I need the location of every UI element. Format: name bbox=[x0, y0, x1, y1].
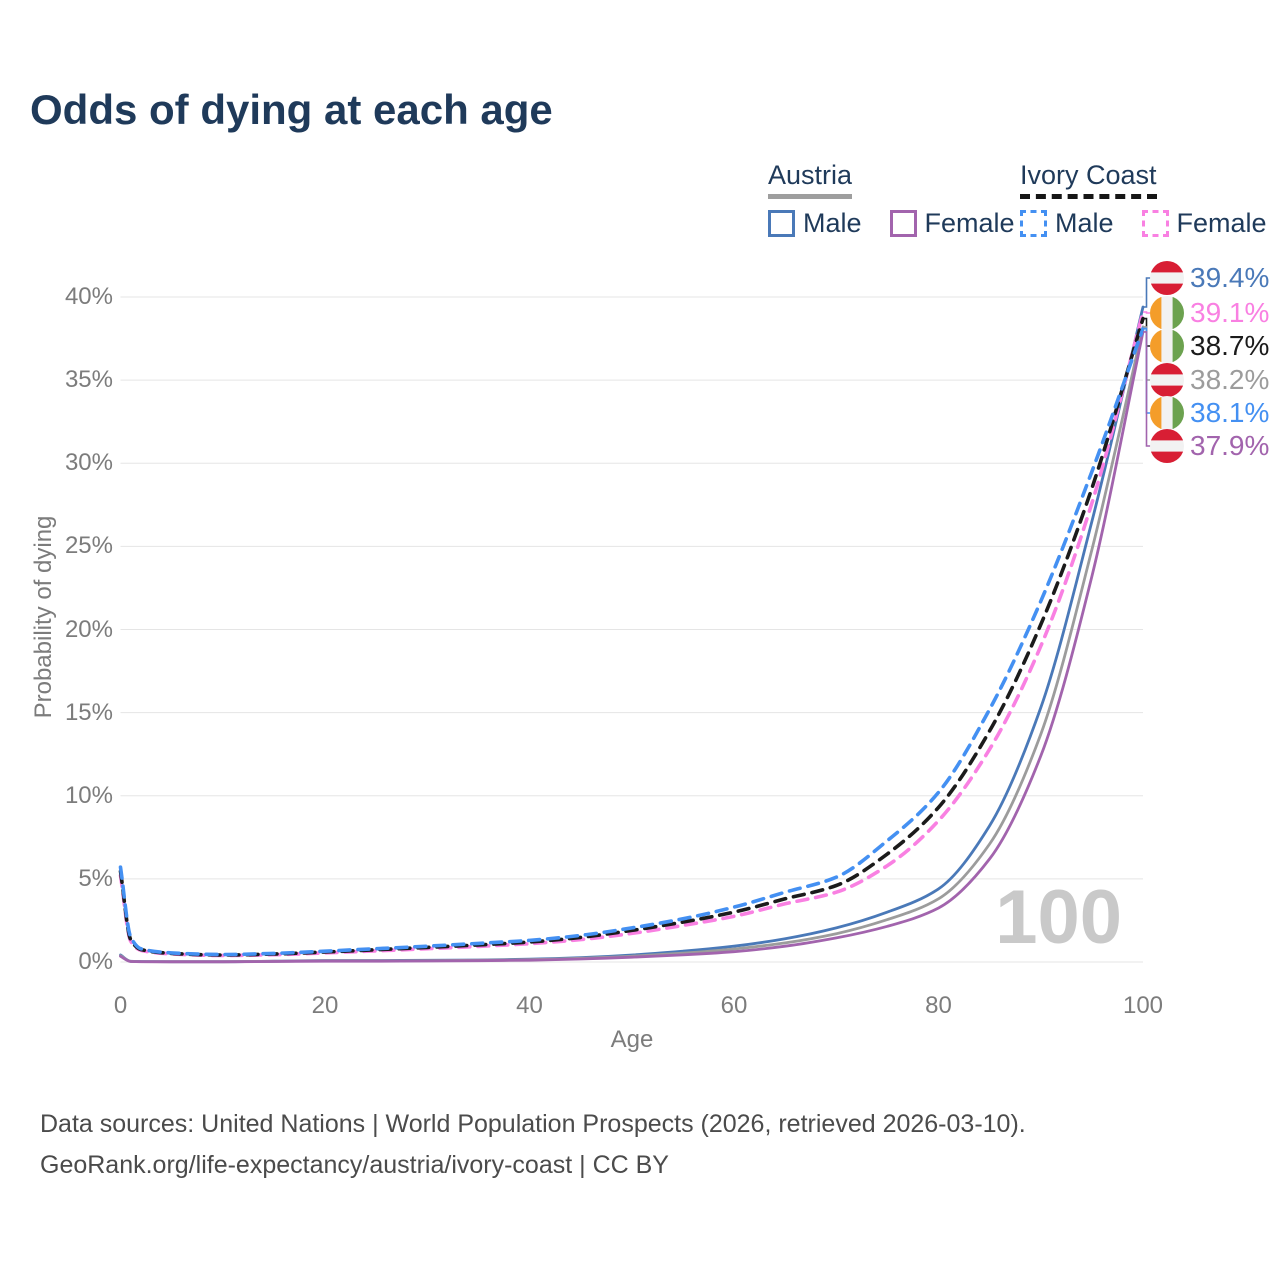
end-label-value: 37.9% bbox=[1190, 430, 1270, 461]
y-tick-35pct: 35% bbox=[64, 366, 113, 394]
end-label-value: 38.1% bbox=[1190, 397, 1270, 428]
legend-group-ivory-coast: Ivory Coast Male Female bbox=[1020, 160, 1267, 239]
x-tick-0: 0 bbox=[113, 992, 128, 1019]
y-tick-20pct: 20% bbox=[64, 615, 113, 643]
ivory-coast-male-checkbox[interactable] bbox=[1020, 210, 1047, 237]
legend-label-ivory-coast-female: Female bbox=[1176, 208, 1267, 238]
legend-ivory-coast-title: Ivory Coast bbox=[1020, 160, 1157, 199]
y-tick-15pct: 15% bbox=[64, 698, 113, 726]
y-tick-30pct: 30% bbox=[64, 449, 113, 477]
y-tick-40pct: 40% bbox=[64, 283, 113, 310]
ivory-coast-female-checkbox[interactable] bbox=[1141, 210, 1169, 237]
y-tick-10pct: 10% bbox=[64, 781, 113, 809]
y-axis-title: Probability of dying bbox=[30, 515, 57, 719]
x-tick-100: 100 bbox=[1122, 992, 1164, 1019]
legend-item-ivory-coast-female[interactable]: Female bbox=[1141, 208, 1267, 239]
legend-item-austria-female[interactable]: Female bbox=[889, 208, 1015, 239]
footer-data-sources: Data sources: United Nations | World Pop… bbox=[40, 1110, 1026, 1138]
austria-male-checkbox[interactable] bbox=[768, 210, 795, 237]
austria-flag-icon bbox=[1150, 261, 1184, 295]
series-line-ivory-coast-both-sexes bbox=[118, 316, 1145, 957]
legend-group-austria: Austria Male Female bbox=[768, 160, 1015, 239]
x-tick-80: 80 bbox=[925, 992, 952, 1019]
end-label-value: 38.7% bbox=[1190, 330, 1270, 361]
series-line-austria-male bbox=[119, 305, 1145, 964]
legend-austria-items: Male Female bbox=[768, 208, 1015, 239]
austria-flag-icon bbox=[1150, 429, 1184, 463]
series-line-ivory-coast-male bbox=[118, 326, 1145, 957]
ivory-coast-flag-icon bbox=[1150, 396, 1184, 430]
end-label-row-ivory-coast-female: 39.1% bbox=[1150, 296, 1269, 330]
legend-label-austria-female: Female bbox=[924, 208, 1015, 238]
end-label-row-ivory-coast-both-sexes: 38.7% bbox=[1150, 329, 1269, 363]
end-label-row-austria-both-sexes: 38.2% bbox=[1150, 363, 1269, 397]
end-label-value: 38.2% bbox=[1190, 364, 1270, 395]
x-tick-40: 40 bbox=[516, 992, 543, 1019]
end-label-connector-ivory-coast-female bbox=[1143, 311, 1152, 314]
legend-item-austria-male[interactable]: Male bbox=[768, 208, 862, 239]
legend-austria-title: Austria bbox=[768, 160, 853, 199]
page-title: Odds of dying at each age bbox=[30, 86, 553, 133]
austria-flag-icon bbox=[1150, 363, 1184, 397]
end-label-row-austria-female: 37.9% bbox=[1150, 429, 1269, 463]
series-line-austria-female bbox=[119, 330, 1145, 964]
legend-ivory-coast-items: Male Female bbox=[1020, 208, 1267, 239]
footer-attribution: GeoRank.org/life-expectancy/austria/ivor… bbox=[40, 1151, 669, 1179]
end-label-value: 39.1% bbox=[1190, 297, 1270, 328]
watermark-age-100: 100 bbox=[995, 875, 1122, 960]
end-label-row-ivory-coast-male: 38.1% bbox=[1150, 396, 1269, 430]
x-tick-20: 20 bbox=[311, 992, 339, 1019]
series-line-austria-both-sexes bbox=[119, 325, 1145, 964]
end-label-connector-austria-male bbox=[1143, 277, 1152, 308]
x-axis-title: Age bbox=[610, 1026, 654, 1053]
y-tick-25pct: 25% bbox=[64, 532, 113, 560]
end-label-row-austria-male: 39.4% bbox=[1150, 261, 1269, 295]
x-tick-60: 60 bbox=[720, 992, 748, 1019]
y-tick-5pct: 5% bbox=[78, 864, 113, 892]
legend-label-ivory-coast-male: Male bbox=[1055, 208, 1114, 238]
ivory-coast-flag-icon bbox=[1150, 296, 1184, 330]
legend-label-austria-male: Male bbox=[803, 208, 862, 238]
end-label-connector-austria-female bbox=[1143, 331, 1152, 447]
austria-female-checkbox[interactable] bbox=[889, 210, 917, 237]
ivory-coast-flag-icon bbox=[1150, 329, 1184, 363]
legend-item-ivory-coast-male[interactable]: Male bbox=[1020, 208, 1114, 239]
y-tick-0pct: 0% bbox=[78, 948, 113, 975]
footer: Data sources: United Nations | World Pop… bbox=[40, 1104, 1026, 1186]
end-label-value: 39.4% bbox=[1190, 262, 1270, 293]
